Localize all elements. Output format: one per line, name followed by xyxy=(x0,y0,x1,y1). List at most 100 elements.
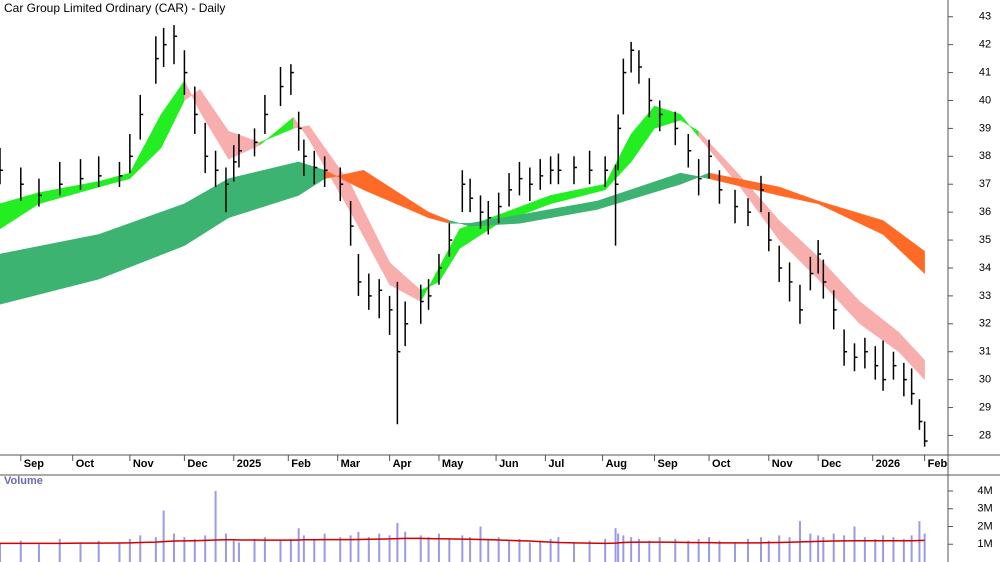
ribbon-segment xyxy=(389,261,422,302)
volume-bar xyxy=(572,542,575,562)
ribbon-segment xyxy=(680,172,710,185)
ribbon-segment xyxy=(817,200,884,235)
chart-title: Car Group Limited Ordinary (CAR) - Daily xyxy=(4,1,225,15)
y-tick-label: 29 xyxy=(979,401,991,413)
volume-ma-line xyxy=(0,537,925,545)
volume-bar xyxy=(614,528,617,562)
volume-bar xyxy=(0,542,1,562)
y-tick-label: 35 xyxy=(979,234,991,246)
volume-bar xyxy=(508,540,511,562)
ribbon-segment xyxy=(228,161,299,219)
volume-bar xyxy=(263,537,266,562)
volume-tick-label: 1M xyxy=(977,538,992,550)
ribbon-segment xyxy=(0,192,40,230)
ribbon-segment xyxy=(184,80,201,112)
x-tick-label: Feb xyxy=(928,458,948,470)
x-tick-label: Aug xyxy=(606,458,627,470)
y-tick-label: 33 xyxy=(979,290,991,302)
volume-bar xyxy=(237,542,240,562)
ribbon-segment xyxy=(680,113,699,138)
volume-bar xyxy=(910,535,913,562)
x-tick-label: Nov xyxy=(133,458,155,470)
volume-bar xyxy=(622,535,625,562)
volume-tick-label: 4M xyxy=(977,485,992,497)
ribbon-segment xyxy=(449,220,471,227)
volume-bar xyxy=(339,537,342,562)
y-tick-label: 36 xyxy=(979,206,991,218)
x-tick-label: Sep xyxy=(24,458,44,470)
y-tick-label: 31 xyxy=(979,346,991,358)
ribbon-segment xyxy=(0,234,99,305)
x-tick-label: Nov xyxy=(772,458,794,470)
volume-bar xyxy=(718,540,721,562)
y-tick-label: 39 xyxy=(979,122,991,134)
x-tick-label: Jul xyxy=(548,458,564,470)
volume-bar xyxy=(734,542,737,562)
x-tick-label: Dec xyxy=(187,458,207,470)
volume-bar xyxy=(279,540,282,562)
volume-bar xyxy=(487,538,490,562)
y-tick-label: 38 xyxy=(979,150,991,162)
volume-label: Volume xyxy=(4,475,43,487)
volume-bar xyxy=(892,537,895,562)
ribbon-segment xyxy=(654,105,681,129)
volume-bar xyxy=(58,538,61,562)
volume-bar xyxy=(637,538,640,562)
volume-bar xyxy=(183,537,186,562)
x-tick-label: 2025 xyxy=(237,458,261,470)
y-tick-label: 32 xyxy=(979,318,991,330)
x-tick-label: Jun xyxy=(499,458,519,470)
volume-bar xyxy=(313,538,316,562)
volume-bar xyxy=(323,533,326,562)
y-tick-label: 28 xyxy=(979,429,991,441)
x-tick-label: Feb xyxy=(291,458,311,470)
volume-bar xyxy=(396,522,399,562)
ribbon-segment xyxy=(817,256,860,325)
volume-bar xyxy=(539,540,542,562)
volume-bar xyxy=(79,542,82,562)
volume-bar xyxy=(853,526,856,562)
y-tick-label: 41 xyxy=(979,66,991,78)
volume-bar xyxy=(630,537,633,562)
ribbon-segment xyxy=(199,88,229,161)
volume-bar xyxy=(918,521,921,562)
x-tick-label: Dec xyxy=(821,458,841,470)
volume-bar xyxy=(809,533,812,562)
ribbon-segment xyxy=(98,172,131,188)
volume-bar xyxy=(437,533,440,562)
volume-bar xyxy=(708,537,711,562)
volume-bar xyxy=(461,535,464,562)
volume-bar xyxy=(378,533,381,562)
volume-bar xyxy=(528,542,531,562)
volume-bar xyxy=(767,540,770,562)
volume-tick-label: 3M xyxy=(977,503,992,515)
volume-bar xyxy=(118,542,121,562)
ribbon-segment xyxy=(363,169,429,219)
volume-bar xyxy=(588,540,591,562)
y-tick-label: 43 xyxy=(979,11,991,23)
volume-bar xyxy=(778,535,781,562)
x-tick-label: Oct xyxy=(76,458,95,470)
ribbon-segment xyxy=(630,105,655,163)
x-tick-label: Apr xyxy=(393,458,413,470)
volume-bar xyxy=(759,537,762,562)
volume-bar xyxy=(173,533,176,562)
volume-bar xyxy=(648,540,651,562)
ribbon-segment xyxy=(428,211,450,224)
volume-bar xyxy=(388,535,391,562)
volume-bar xyxy=(297,528,300,562)
x-tick-label: Mar xyxy=(341,458,361,470)
x-tick-label: Oct xyxy=(712,458,731,470)
volume-bar xyxy=(427,537,430,562)
x-tick-label: Sep xyxy=(658,458,678,470)
volume-bar xyxy=(549,538,552,562)
volume-bar xyxy=(204,535,207,562)
ribbon-segment xyxy=(778,219,819,280)
volume-bar xyxy=(923,533,926,562)
volume-panel xyxy=(0,490,926,562)
volume-bar xyxy=(193,538,196,562)
volume-bar xyxy=(232,540,235,562)
volume-bar xyxy=(882,535,885,562)
volume-bar xyxy=(658,537,661,562)
